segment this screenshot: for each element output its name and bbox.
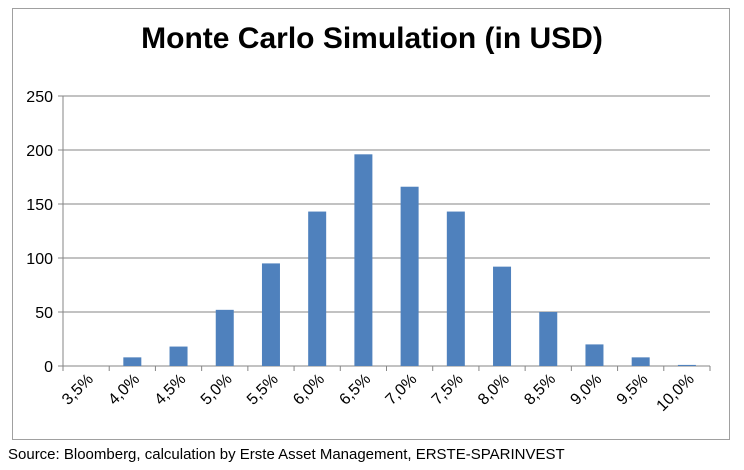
chart-title: Monte Carlo Simulation (in USD) (141, 22, 603, 55)
x-tick-label: 9,5% (614, 371, 652, 409)
x-tick-label: 7,0% (383, 371, 421, 409)
x-tick-label: 5,0% (198, 371, 236, 409)
x-tick-label: 3,5% (59, 371, 97, 409)
bar (539, 312, 558, 366)
y-tick-label: 250 (26, 89, 53, 106)
x-tick-label: 6,5% (336, 371, 374, 409)
bar (631, 357, 650, 366)
bar (400, 186, 419, 366)
x-tick-label: 5,5% (244, 371, 282, 409)
bar (308, 211, 327, 366)
bar (215, 309, 234, 366)
bar (261, 263, 280, 366)
bar (169, 346, 188, 366)
source-note: Source: Bloomberg, calculation by Erste … (8, 446, 565, 463)
bar (354, 154, 373, 366)
bar (123, 357, 142, 366)
x-tick-label: 6,0% (290, 371, 328, 409)
y-tick-label: 200 (26, 143, 53, 160)
bar (493, 266, 512, 366)
x-tick-label: 10,0% (654, 371, 698, 415)
x-tick-label: 7,5% (429, 371, 467, 409)
x-tick-label: 9,0% (567, 371, 605, 409)
bar (446, 211, 465, 366)
y-tick-label: 100 (26, 251, 53, 268)
y-tick-label: 150 (26, 197, 53, 214)
bar (585, 344, 604, 366)
x-tick-label: 4,5% (152, 371, 190, 409)
x-tick-label: 8,0% (475, 371, 513, 409)
x-tick-label: 4,0% (105, 371, 143, 409)
y-tick-label: 50 (35, 305, 53, 322)
bar (677, 364, 696, 366)
y-tick-label: 0 (44, 359, 53, 376)
x-tick-label: 8,5% (521, 371, 559, 409)
